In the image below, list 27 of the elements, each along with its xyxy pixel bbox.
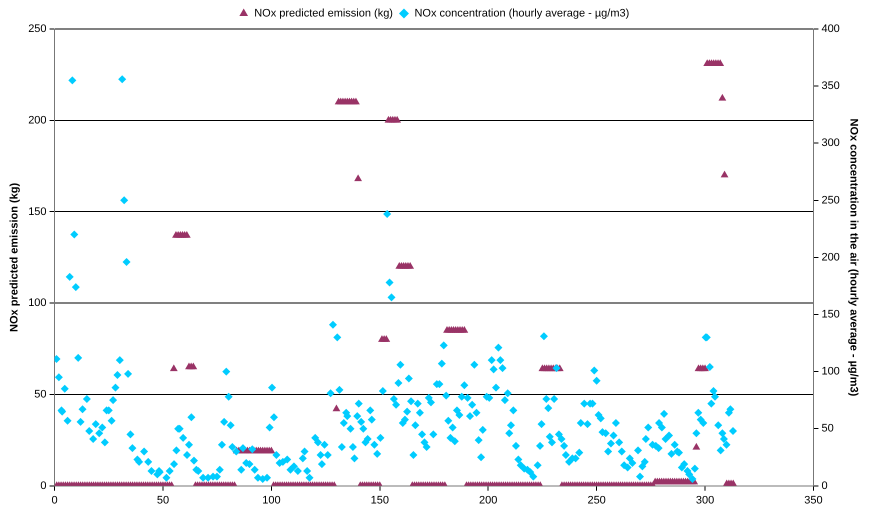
y2-tick-label: 50 [821, 422, 834, 435]
y-tick-label: 250 [28, 23, 47, 36]
y2-axis-title: NOx concentration in the air (hourly average - µg/m3) [847, 118, 860, 397]
x-tick-label: 250 [587, 494, 606, 506]
y-tick-label: 100 [28, 297, 47, 310]
y2-tick-label: 0 [821, 480, 828, 492]
x-tick-label: 100 [262, 494, 281, 506]
x-tick-label: 50 [156, 494, 170, 506]
y2-tick-label: 350 [821, 80, 840, 92]
y2-tick-label: 300 [821, 137, 840, 150]
x-tick-label: 0 [51, 494, 58, 506]
y2-tick-label: 400 [821, 23, 840, 36]
legend-label: NOx concentration (hourly average - µg/m3) [414, 8, 630, 20]
y-tick-label: 50 [34, 388, 47, 400]
y2-tick-label: 150 [821, 308, 840, 321]
x-tick-label: 150 [370, 494, 389, 506]
x-tick-label: 200 [479, 494, 498, 506]
y2-tick-label: 250 [821, 194, 840, 206]
y-axis-title: NOx predicted emission (kg) [8, 182, 21, 332]
legend-label: NOx predicted emission (kg) [254, 8, 393, 20]
x-tick-label: 350 [804, 494, 823, 506]
y-tick-label: 0 [40, 480, 47, 492]
y2-tick-label: 200 [821, 251, 840, 264]
y-tick-label: 150 [28, 206, 47, 218]
y2-tick-label: 100 [821, 366, 840, 378]
x-tick-label: 300 [696, 494, 714, 506]
y-tick-label: 200 [28, 114, 47, 126]
